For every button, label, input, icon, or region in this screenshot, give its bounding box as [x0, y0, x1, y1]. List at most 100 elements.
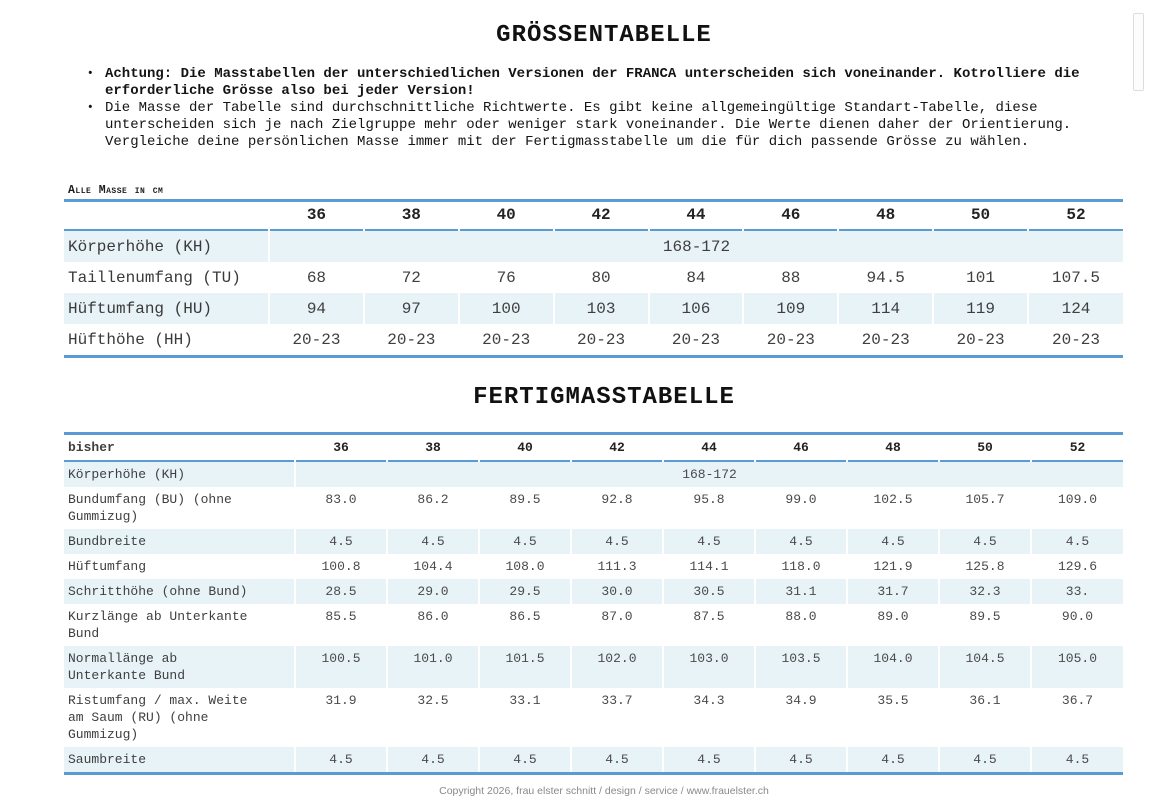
value-cell: 4.5: [294, 747, 387, 774]
value-cell: 95.8: [662, 487, 755, 529]
value-cell: 4.5: [478, 747, 571, 774]
value-cell: 34.9: [754, 688, 847, 747]
value-cell: 129.6: [1030, 554, 1123, 579]
value-cell: 89.0: [846, 604, 939, 646]
value-cell: 20-23: [268, 324, 364, 357]
row-label-cell: Körperhöhe (KH): [64, 461, 295, 487]
header-row: 36 38 40 42 44 46 48 50 52: [64, 202, 1123, 230]
value-cell: 92.8: [570, 487, 663, 529]
row-label-cell: Hüftumfang (HU): [64, 293, 269, 324]
row-label-cell: Normallänge ab Unterkante Bund: [64, 646, 295, 688]
value-cell: 102.0: [570, 646, 663, 688]
value-cell: 20-23: [647, 324, 744, 357]
table-row: Kurzlänge ab Unterkante Bund 85.5 86.0 86.5…: [64, 604, 1123, 646]
value-cell: 87.0: [570, 604, 663, 646]
value-cell: 103: [552, 293, 649, 324]
size-column-header: 42: [552, 202, 649, 230]
value-cell: 86.0: [386, 604, 479, 646]
row-label-cell: Hüfthöhe (HH): [68, 330, 193, 349]
row-label-cell: Bundbreite: [64, 529, 295, 554]
value-cell: 20-23: [552, 324, 649, 357]
value-cell: 90.0: [1030, 604, 1123, 646]
size-column-header: 46: [754, 433, 847, 461]
header-row: bisher 36 38 40 42 44 46 48 50 52: [64, 433, 1123, 461]
table-row: Körperhöhe (KH) 168-172: [64, 461, 1123, 487]
value-cell: 89.5: [938, 604, 1031, 646]
value-cell: 35.5: [846, 688, 939, 747]
table-row: Hüfthöhe (HH) 20-23 20-23 20-23 20-23 20-23 20…: [64, 324, 1123, 357]
table-row: Schritthöhe (ohne Bund) 28.5 29.0 29.5 30.0 3…: [64, 579, 1123, 604]
value-cell: 30.0: [570, 579, 663, 604]
row-label-cell: Kurzlänge ab Unterkante Bund: [68, 609, 248, 641]
value-cell: 104.4: [386, 554, 479, 579]
value-cell: 33.1: [478, 688, 571, 747]
size-column-header: 52: [1027, 202, 1123, 230]
value-cell: 101.5: [478, 646, 571, 688]
value-cell: 125.8: [938, 554, 1031, 579]
value-cell: 36.1: [938, 688, 1031, 747]
value-cell: 20-23: [457, 324, 554, 357]
copyright-footer: Copyright 2026, frau elster schnitt / de…: [439, 785, 769, 797]
value-cell: 86.5: [478, 604, 571, 646]
value-cell: 109.0: [1030, 487, 1123, 529]
note-text: Die Masse der Tabelle sind durchschnittl…: [105, 100, 1072, 150]
value-cell: 97: [362, 293, 459, 324]
size-column-header: 42: [570, 433, 663, 461]
size-column-header: 44: [647, 202, 744, 230]
value-cell: 76: [457, 262, 554, 293]
value-cell: 4.5: [386, 529, 479, 554]
value-cell: 83.0: [294, 487, 387, 529]
value-cell: 29.0: [386, 579, 479, 604]
value-cell: 68: [268, 262, 364, 293]
value-cell: 72: [362, 262, 459, 293]
value-cell: 99.0: [754, 487, 847, 529]
value-cell: 94.5: [837, 262, 934, 293]
value-cell: 4.5: [938, 529, 1031, 554]
value-cell: 36.7: [1030, 688, 1123, 747]
table-row: Normallänge ab Unterkante Bund 100.5 101.0…: [64, 646, 1123, 688]
value-cell: 4.5: [478, 529, 571, 554]
value-cell: 4.5: [294, 529, 387, 554]
value-cell: 87.5: [662, 604, 755, 646]
value-cell: 80: [552, 262, 649, 293]
corner-header-cell: bisher: [68, 440, 115, 455]
bullet-icon: •: [87, 102, 94, 114]
table-row: Hüftumfang 100.8 104.4 108.0 111.3 114.1 118.0…: [64, 554, 1123, 579]
table-row: Körperhöhe (KH) 168-172: [64, 230, 1123, 262]
value-cell: 85.5: [294, 604, 387, 646]
value-cell: 33.7: [570, 688, 663, 747]
units-caption: Alle Masse in cm: [64, 183, 1123, 202]
value-cell: 114: [837, 293, 934, 324]
row-label-cell: Hüftumfang: [68, 559, 147, 574]
value-cell: 29.5: [478, 579, 571, 604]
value-cell: 4.5: [1030, 747, 1123, 774]
scrollbar[interactable]: [1133, 13, 1144, 91]
value-cell: 4.5: [754, 529, 847, 554]
row-label-cell: Bundumfang (BU) (ohne Gummizug): [68, 492, 232, 524]
value-cell: 118.0: [754, 554, 847, 579]
value-cell: 106: [647, 293, 744, 324]
value-cell: 4.5: [754, 747, 847, 774]
value-cell: 86.2: [386, 487, 479, 529]
size-column-header: 50: [932, 202, 1028, 230]
value-cell: 20-23: [362, 324, 459, 357]
value-cell: 20-23: [837, 324, 934, 357]
size-column-header: 36: [294, 433, 387, 461]
note-text: Achtung: Die Masstabellen der unterschie…: [105, 66, 1080, 99]
value-cell: 28.5: [294, 579, 387, 604]
span-value-cell: 168-172: [294, 461, 1123, 487]
value-cell: 32.5: [386, 688, 479, 747]
size-column-header: 40: [457, 202, 554, 230]
row-label-cell: Ristumfang / max. Weite am Saum (RU) (oh…: [68, 693, 248, 742]
value-cell: 84: [647, 262, 744, 293]
value-cell: 20-23: [932, 324, 1028, 357]
value-cell: 100.8: [294, 554, 387, 579]
value-cell: 31.7: [846, 579, 939, 604]
size-column-header: 38: [362, 202, 459, 230]
value-cell: 119: [932, 293, 1028, 324]
value-cell: 88.0: [754, 604, 847, 646]
value-cell: 4.5: [938, 747, 1031, 774]
value-cell: 4.5: [386, 747, 479, 774]
value-cell: 20-23: [742, 324, 839, 357]
value-cell: 4.5: [1030, 529, 1123, 554]
